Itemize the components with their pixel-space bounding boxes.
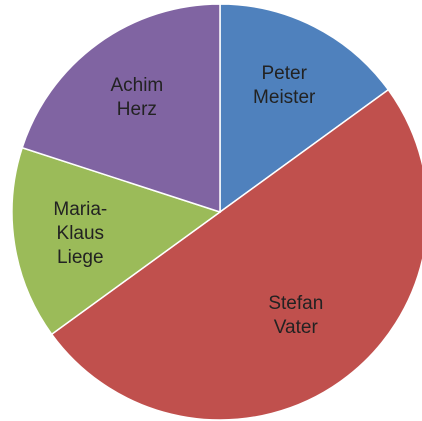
pie-slice bbox=[21, 3, 221, 214]
pie-slice bbox=[50, 88, 422, 421]
pie-slice bbox=[11, 146, 222, 336]
pie-slice bbox=[219, 3, 390, 214]
slice-label: Achim Herz bbox=[110, 74, 164, 120]
slice-label: Stefan Vater bbox=[268, 293, 324, 339]
slice-label: Peter Meister bbox=[253, 62, 316, 108]
slice-label: Maria-Klaus Liege bbox=[53, 199, 108, 269]
